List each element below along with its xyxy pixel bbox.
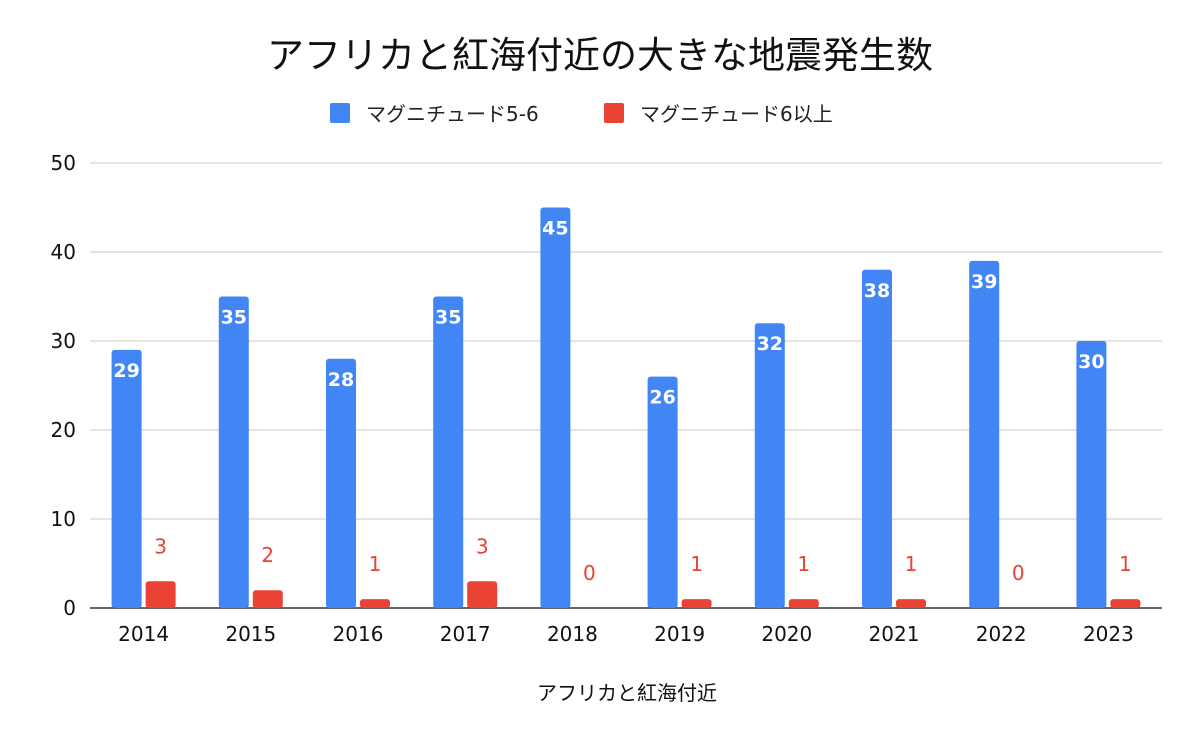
x-tick-label: 2019: [654, 622, 705, 646]
x-tick-label: 2017: [440, 622, 491, 646]
y-tick-label: 10: [51, 507, 76, 531]
data-label-series-2-2019: 1: [690, 552, 703, 576]
x-tick-label: 2021: [869, 622, 920, 646]
data-label-series-2-2022: 0: [1012, 561, 1025, 585]
data-labels: 29 3 35 2 28 1 35 3 45 0 26 1 32 1 38 1 39 0 30 1: [113, 218, 1131, 586]
x-tick-label: 2014: [118, 622, 169, 646]
data-label-series-2-2021: 1: [905, 552, 918, 576]
x-axis-title: アフリカと紅海付近: [537, 681, 717, 705]
y-tick-label: 40: [51, 240, 76, 264]
legend-swatch-series-1: [330, 103, 350, 123]
bar-series-1-2016: [326, 358, 356, 608]
bar-series-1-2017: [433, 296, 464, 608]
y-tick-label: 20: [51, 418, 76, 442]
y-tick-label: 0: [63, 596, 76, 620]
bar-series-1-2018: [540, 207, 571, 608]
data-label-series-2-2020: 1: [797, 552, 810, 576]
bar-series-1-2021: [862, 269, 892, 608]
bar-series-2-2021: [896, 599, 926, 608]
y-tick-label: 50: [51, 151, 76, 175]
x-tick-label: 2018: [547, 622, 598, 646]
bar-series-1-2019: [647, 376, 678, 608]
bar-series-2-2014: [145, 581, 176, 608]
y-axis-ticks: 0 10 20 30 40 50: [51, 151, 76, 620]
data-label-series-1-2015: 35: [221, 307, 247, 329]
data-label-series-2-2017: 3: [476, 534, 489, 558]
data-label-series-1-2017: 35: [435, 307, 461, 329]
data-label-series-1-2014: 29: [113, 360, 139, 382]
bar-series-2-2017: [467, 581, 498, 608]
data-label-series-1-2020: 32: [757, 333, 783, 355]
x-tick-label: 2016: [333, 622, 384, 646]
bar-series-2-2020: [788, 599, 819, 608]
data-label-series-2-2018: 0: [583, 561, 596, 585]
bar-series-2-2023: [1110, 599, 1141, 608]
data-label-series-1-2023: 30: [1078, 351, 1104, 373]
bar-series-1-2014: [111, 349, 142, 608]
data-label-series-2-2016: 1: [369, 552, 382, 576]
bar-series-2-2019: [681, 599, 712, 608]
x-axis-ticks: 2014 2015 2016 2017 2018 2019 2020 2021 2022 2023: [118, 622, 1134, 646]
bar-series-1-2020: [754, 323, 785, 608]
bar-series-2-2016: [360, 599, 390, 608]
bar-series-2-2015: [252, 590, 283, 608]
data-label-series-1-2016: 28: [328, 369, 354, 391]
data-label-series-1-2022: 39: [971, 271, 997, 293]
x-tick-label: 2023: [1083, 622, 1134, 646]
bars: [111, 207, 1141, 608]
legend: マグニチュード5-6 マグニチュード6以上: [330, 102, 833, 126]
bar-series-1-2022: [969, 260, 1000, 608]
x-tick-label: 2020: [761, 622, 812, 646]
chart-title: アフリカと紅海付近の大きな地震発生数: [267, 34, 933, 77]
legend-swatch-series-2: [604, 103, 624, 123]
legend-label-series-1: マグニチュード5-6: [366, 102, 539, 126]
x-tick-label: 2022: [976, 622, 1027, 646]
data-label-series-2-2023: 1: [1119, 552, 1132, 576]
legend-label-series-2: マグニチュード6以上: [640, 102, 833, 126]
data-label-series-1-2019: 26: [649, 387, 675, 409]
x-tick-label: 2015: [225, 622, 276, 646]
data-label-series-1-2018: 45: [542, 218, 568, 240]
y-tick-label: 30: [51, 329, 76, 353]
gridlines: [90, 162, 1162, 609]
bar-series-1-2015: [218, 296, 249, 608]
bar-series-1-2023: [1076, 341, 1107, 608]
data-label-series-2-2014: 3: [154, 534, 167, 558]
data-label-series-2-2015: 2: [261, 543, 274, 567]
data-label-series-1-2021: 38: [864, 280, 890, 302]
